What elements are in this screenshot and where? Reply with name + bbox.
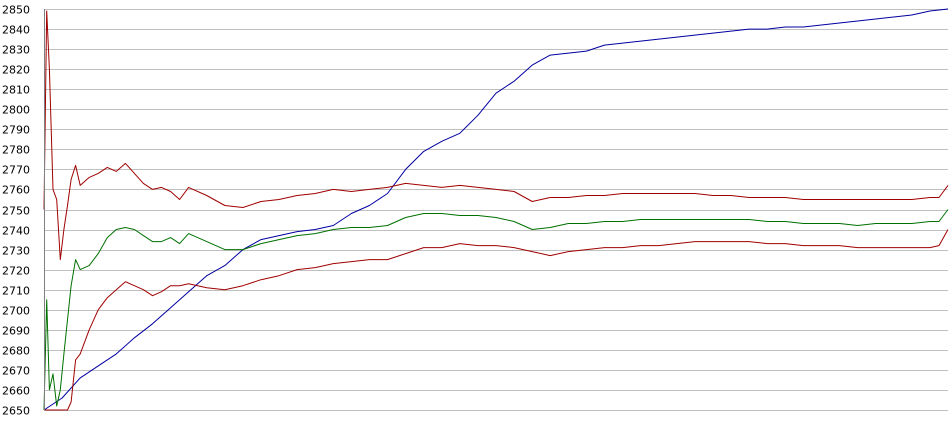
- y-tick-label: 2720: [2, 265, 30, 278]
- series-layer: [43, 8, 949, 411]
- series-line-3: [44, 229, 949, 411]
- y-tick-label: 2710: [2, 285, 30, 298]
- series-line-1: [43, 10, 949, 261]
- y-tick-label: 2680: [2, 345, 30, 358]
- series-line-0: [43, 8, 949, 411]
- y-tick-label: 2700: [2, 305, 30, 318]
- y-tick-label: 2840: [2, 24, 30, 37]
- grid-layer: [44, 9, 948, 411]
- y-tick-label: 2850: [2, 4, 30, 17]
- y-tick-label: 2810: [2, 84, 30, 97]
- y-tick-label: 2750: [2, 205, 30, 218]
- y-tick-label: 2820: [2, 64, 30, 77]
- y-tick-label: 2690: [2, 325, 30, 338]
- series-line-2: [43, 209, 949, 411]
- y-tick-label: 2770: [2, 164, 30, 177]
- y-tick-label: 2660: [2, 385, 30, 398]
- y-tick-label: 2670: [2, 365, 30, 378]
- y-tick-label: 2740: [2, 225, 30, 238]
- y-tick-label: 2760: [2, 184, 30, 197]
- axis-layer: 2650 2660 2670 2680 2690 2700 2710 2720 2730 2740…: [2, 4, 45, 418]
- y-tick-label: 2830: [2, 44, 30, 57]
- y-tick-label: 2800: [2, 104, 30, 117]
- y-tick-label: 2780: [2, 144, 30, 157]
- y-tick-label: 2790: [2, 124, 30, 137]
- y-tick-label: 2650: [2, 405, 30, 418]
- y-tick-label: 2730: [2, 245, 30, 258]
